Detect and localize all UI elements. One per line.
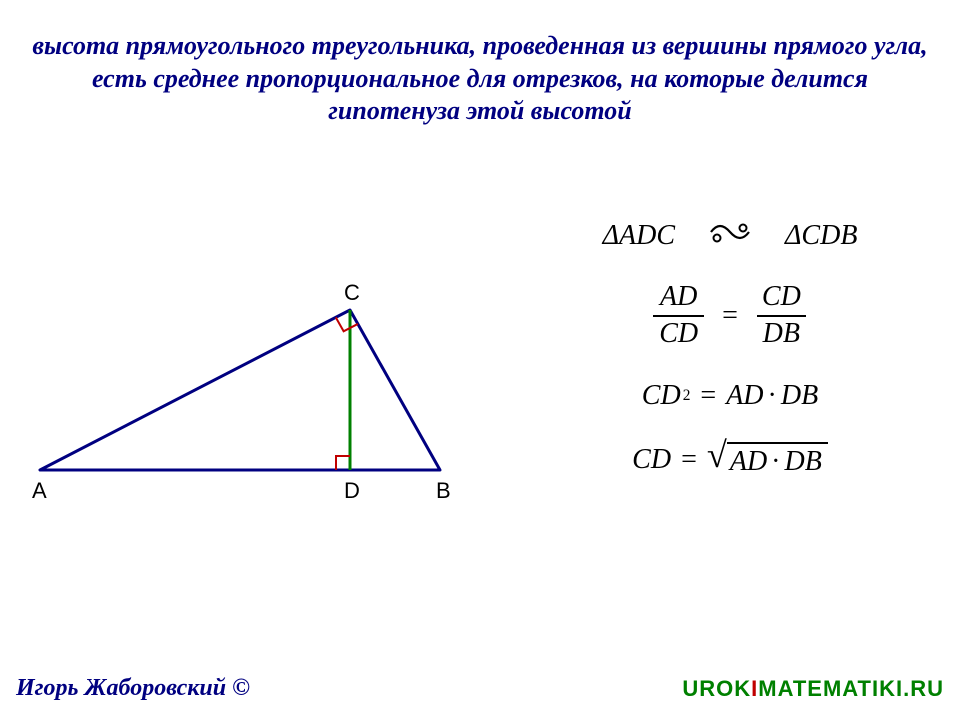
fraction-ad-cd: AD CD: [653, 282, 704, 350]
radical-icon: √: [707, 442, 727, 469]
theorem-statement: высота прямоугольного треугольника, пров…: [0, 30, 960, 128]
radicand: AD·DB: [727, 442, 828, 478]
site-url: UROKIMATEMATIKI.RU: [682, 676, 944, 702]
triangle-cdb: ΔCDB: [785, 220, 857, 252]
triangle-diagram: A B C D: [20, 260, 500, 540]
equals-sign: =: [722, 300, 738, 332]
fraction-cd-db: CD DB: [756, 282, 807, 350]
frac1-den: CD: [653, 315, 704, 350]
radicand-db: DB: [785, 446, 822, 477]
dot-operator: ·: [771, 446, 780, 477]
term-db: DB: [781, 380, 818, 412]
cd-base: CD: [642, 380, 681, 412]
vertex-label-d: D: [344, 478, 360, 504]
radicand-ad: AD: [730, 446, 767, 477]
cd-squared-equation: CD2 = AD · DB: [520, 380, 940, 412]
equals-sign: =: [681, 444, 697, 476]
frac1-num: AD: [654, 282, 703, 315]
frac2-num: CD: [756, 282, 807, 315]
vertex-label-c: C: [344, 280, 360, 306]
vertex-label-b: B: [436, 478, 451, 504]
dot-operator: ·: [768, 380, 777, 412]
triangle-adc: ΔADC: [603, 220, 675, 252]
proportion-equation: AD CD = CD DB: [520, 282, 940, 350]
frac2-den: DB: [757, 315, 806, 350]
author-credit: Игорь Жаборовский ©: [16, 675, 250, 702]
geometry-svg: [20, 260, 500, 540]
cd-root-equation: CD = √ AD·DB: [520, 442, 940, 478]
equals-sign: =: [700, 380, 716, 412]
vertex-label-a: A: [32, 478, 47, 504]
exponent-2: 2: [683, 387, 691, 405]
similar-icon: [705, 220, 755, 252]
formulas-block: ΔADC ΔCDB AD CD = CD DB CD2 = AD · DB CD…: [520, 220, 940, 508]
square-root: √ AD·DB: [707, 442, 828, 478]
similarity-statement: ΔADC ΔCDB: [520, 220, 940, 252]
cd-lhs: CD: [632, 444, 671, 476]
term-ad: AD: [726, 380, 763, 412]
